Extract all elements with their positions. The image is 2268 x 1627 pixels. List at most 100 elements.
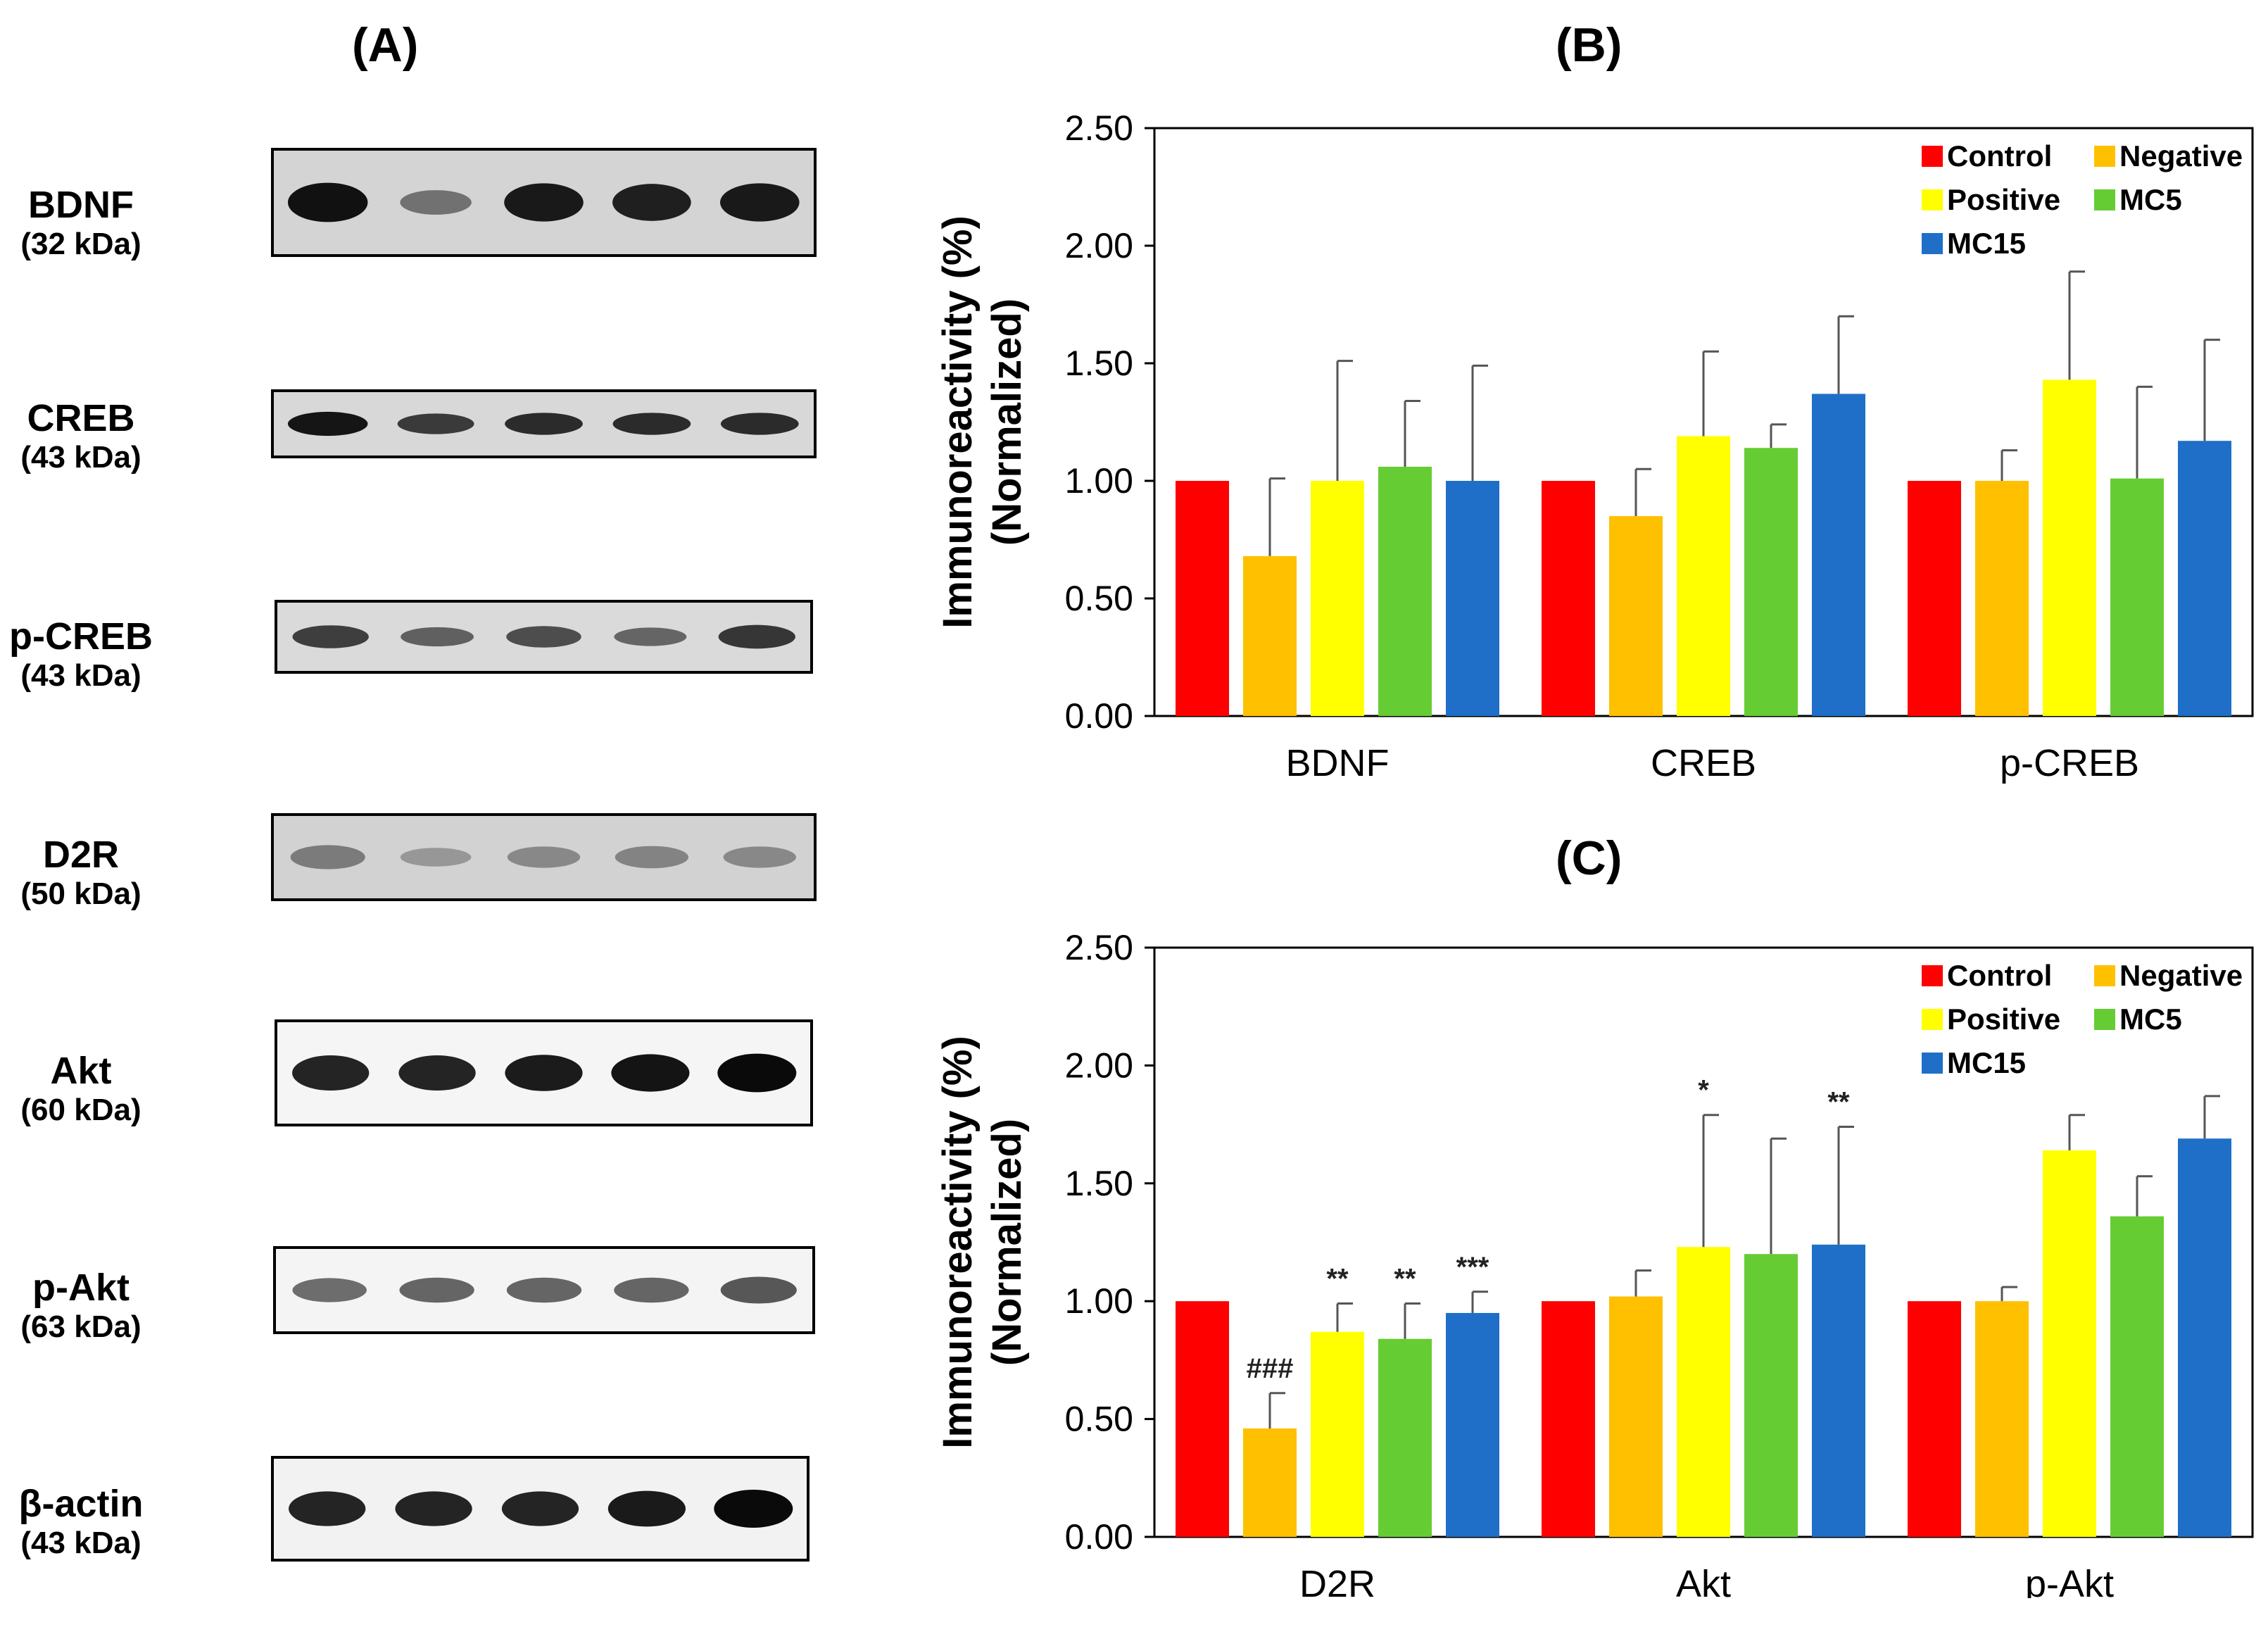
y-tick-label: 1.50 [1065,1164,1133,1203]
blot-image-akt [275,1019,813,1126]
blot-name: p-CREB [9,615,153,658]
bar-chart-b: Immunoreactivity (%) (Normalized) 0.00 0.50… [935,108,2254,784]
bar-p-creb-negative [1975,481,2029,716]
blot-band-lane-5 [714,1490,793,1528]
blot-kda: (43 kDa) [20,658,141,693]
blot-label-akt: Akt (60 kDa) [0,1049,162,1129]
blot-name: p-Akt [32,1267,130,1309]
bar-d2r-mc15 [1446,1312,1499,1537]
blot-label-creb: CREB (43 kDa) [0,396,162,476]
bar-bdnf-negative [1243,555,1297,716]
bar-d2r-negative [1243,1428,1297,1537]
blot-name: CREB [27,397,135,439]
x-tick-label-bdnf: BDNF [1286,742,1390,784]
y-axis-label-line2: (Normalized) [984,1119,1030,1366]
bar-d2r-positive [1311,1331,1364,1537]
blot-band-lane-5 [717,1053,797,1093]
bar-creb-negative [1609,516,1663,716]
bar-bdnf-control [1176,481,1229,716]
y-tick-label: 0.00 [1065,1517,1133,1557]
y-tick-label: 2.00 [1065,1045,1133,1085]
legend-label-mc5: MC5 [2119,183,2182,216]
blot-kda: (50 kDa) [20,877,141,912]
bar-bdnf-mc15 [1446,481,1499,716]
significance-label: ** [1827,1086,1850,1117]
blot-band-lane-3 [507,846,581,868]
y-tick-label: 1.00 [1065,1281,1133,1321]
legend-swatch-control [1922,146,1943,167]
legend-swatch-negative [2094,965,2115,986]
bar-p-akt-positive [2043,1150,2096,1537]
blot-image-creb [271,389,817,458]
y-tick-label: 0.50 [1065,1400,1133,1439]
blot-image-bactin [271,1456,809,1562]
blot-band-lane-1 [292,1055,370,1091]
blot-band-lane-3 [505,1055,583,1091]
blot-band-lane-2 [397,413,474,434]
bar-creb-mc15 [1812,394,1865,716]
significance-label: ### [1247,1353,1294,1384]
legend-swatch-positive [1922,189,1943,211]
blot-band-lane-4 [607,1490,686,1527]
blot-band-lane-4 [614,1277,689,1303]
y-axis-label-line1: Immunoreactivity (%) [935,1036,981,1449]
legend-swatch-mc15 [1922,233,1943,254]
blot-band-lane-1 [287,182,368,222]
blot-band-lane-5 [720,1276,797,1304]
legend-label-positive: Positive [1947,183,2060,216]
bar-akt-positive [1677,1247,1730,1537]
blot-image-pakt [273,1246,815,1334]
x-tick-label-p-akt: p-Akt [2025,1563,2114,1598]
bar-bdnf-mc5 [1378,466,1432,716]
y-tick-label: 1.00 [1065,461,1133,501]
x-tick-label-akt: Akt [1676,1563,1731,1598]
bar-p-akt-mc15 [2178,1138,2231,1537]
blot-band-lane-2 [395,1491,472,1526]
blot-band-lane-4 [614,627,687,646]
x-tick-label-d2r: D2R [1299,1563,1375,1598]
bar-p-akt-negative [1975,1301,2029,1537]
blot-kda: (63 kDa) [20,1309,141,1345]
blot-band-lane-2 [398,1055,476,1091]
legend-label-negative: Negative [2119,139,2243,172]
blot-name: BDNF [28,184,134,226]
blot-name: D2R [42,834,120,876]
blot-label-d2r: D2R (50 kDa) [0,833,162,912]
blot-band-lane-3 [506,626,581,648]
legend-label-mc5: MC5 [2119,1003,2182,1036]
y-tick-label: 2.00 [1065,226,1133,265]
legend-label-mc15: MC15 [1947,227,2026,260]
y-tick-label: 0.50 [1065,579,1133,618]
blot-band-lane-4 [612,184,691,221]
bar-p-creb-mc5 [2110,478,2164,716]
bar-d2r-control [1176,1301,1229,1537]
legend-swatch-positive [1922,1009,1943,1030]
y-axis-label-line2: (Normalized) [984,299,1030,546]
blot-band-lane-1 [292,625,369,648]
legend-swatch-mc5 [2094,1009,2115,1030]
panel-title-a: (A) [352,18,419,72]
blot-band-lane-5 [723,846,796,868]
legend-swatch-mc5 [2094,189,2115,211]
legend-label-control: Control [1947,139,2052,172]
blot-band-lane-1 [290,845,365,869]
y-tick-label: 2.50 [1065,108,1133,148]
y-tick-label: 0.00 [1065,696,1133,736]
bar-chart-c: Immunoreactivity (%) (Normalized) 0.00 0.50… [935,928,2254,1598]
panel-title-c: (C) [1556,831,1623,885]
blot-kda: (43 kDa) [20,440,141,475]
blot-image-pcreb [275,600,813,674]
blot-image-d2r [271,813,817,901]
bar-akt-mc5 [1744,1254,1798,1537]
blot-band-lane-3 [506,1277,582,1303]
blot-label-bdnf: BDNF (32 kDa) [0,183,162,263]
blot-band-lane-4 [615,846,689,869]
significance-label: * [1698,1075,1709,1106]
x-tick-label-p-creb: p-CREB [2000,742,2139,784]
legend-swatch-mc15 [1922,1053,1943,1074]
bar-p-creb-positive [2043,379,2096,716]
bar-creb-mc5 [1744,448,1798,716]
significance-label: ** [1326,1264,1349,1295]
legend-label-control: Control [1947,959,2052,992]
legend-label-positive: Positive [1947,1003,2060,1036]
